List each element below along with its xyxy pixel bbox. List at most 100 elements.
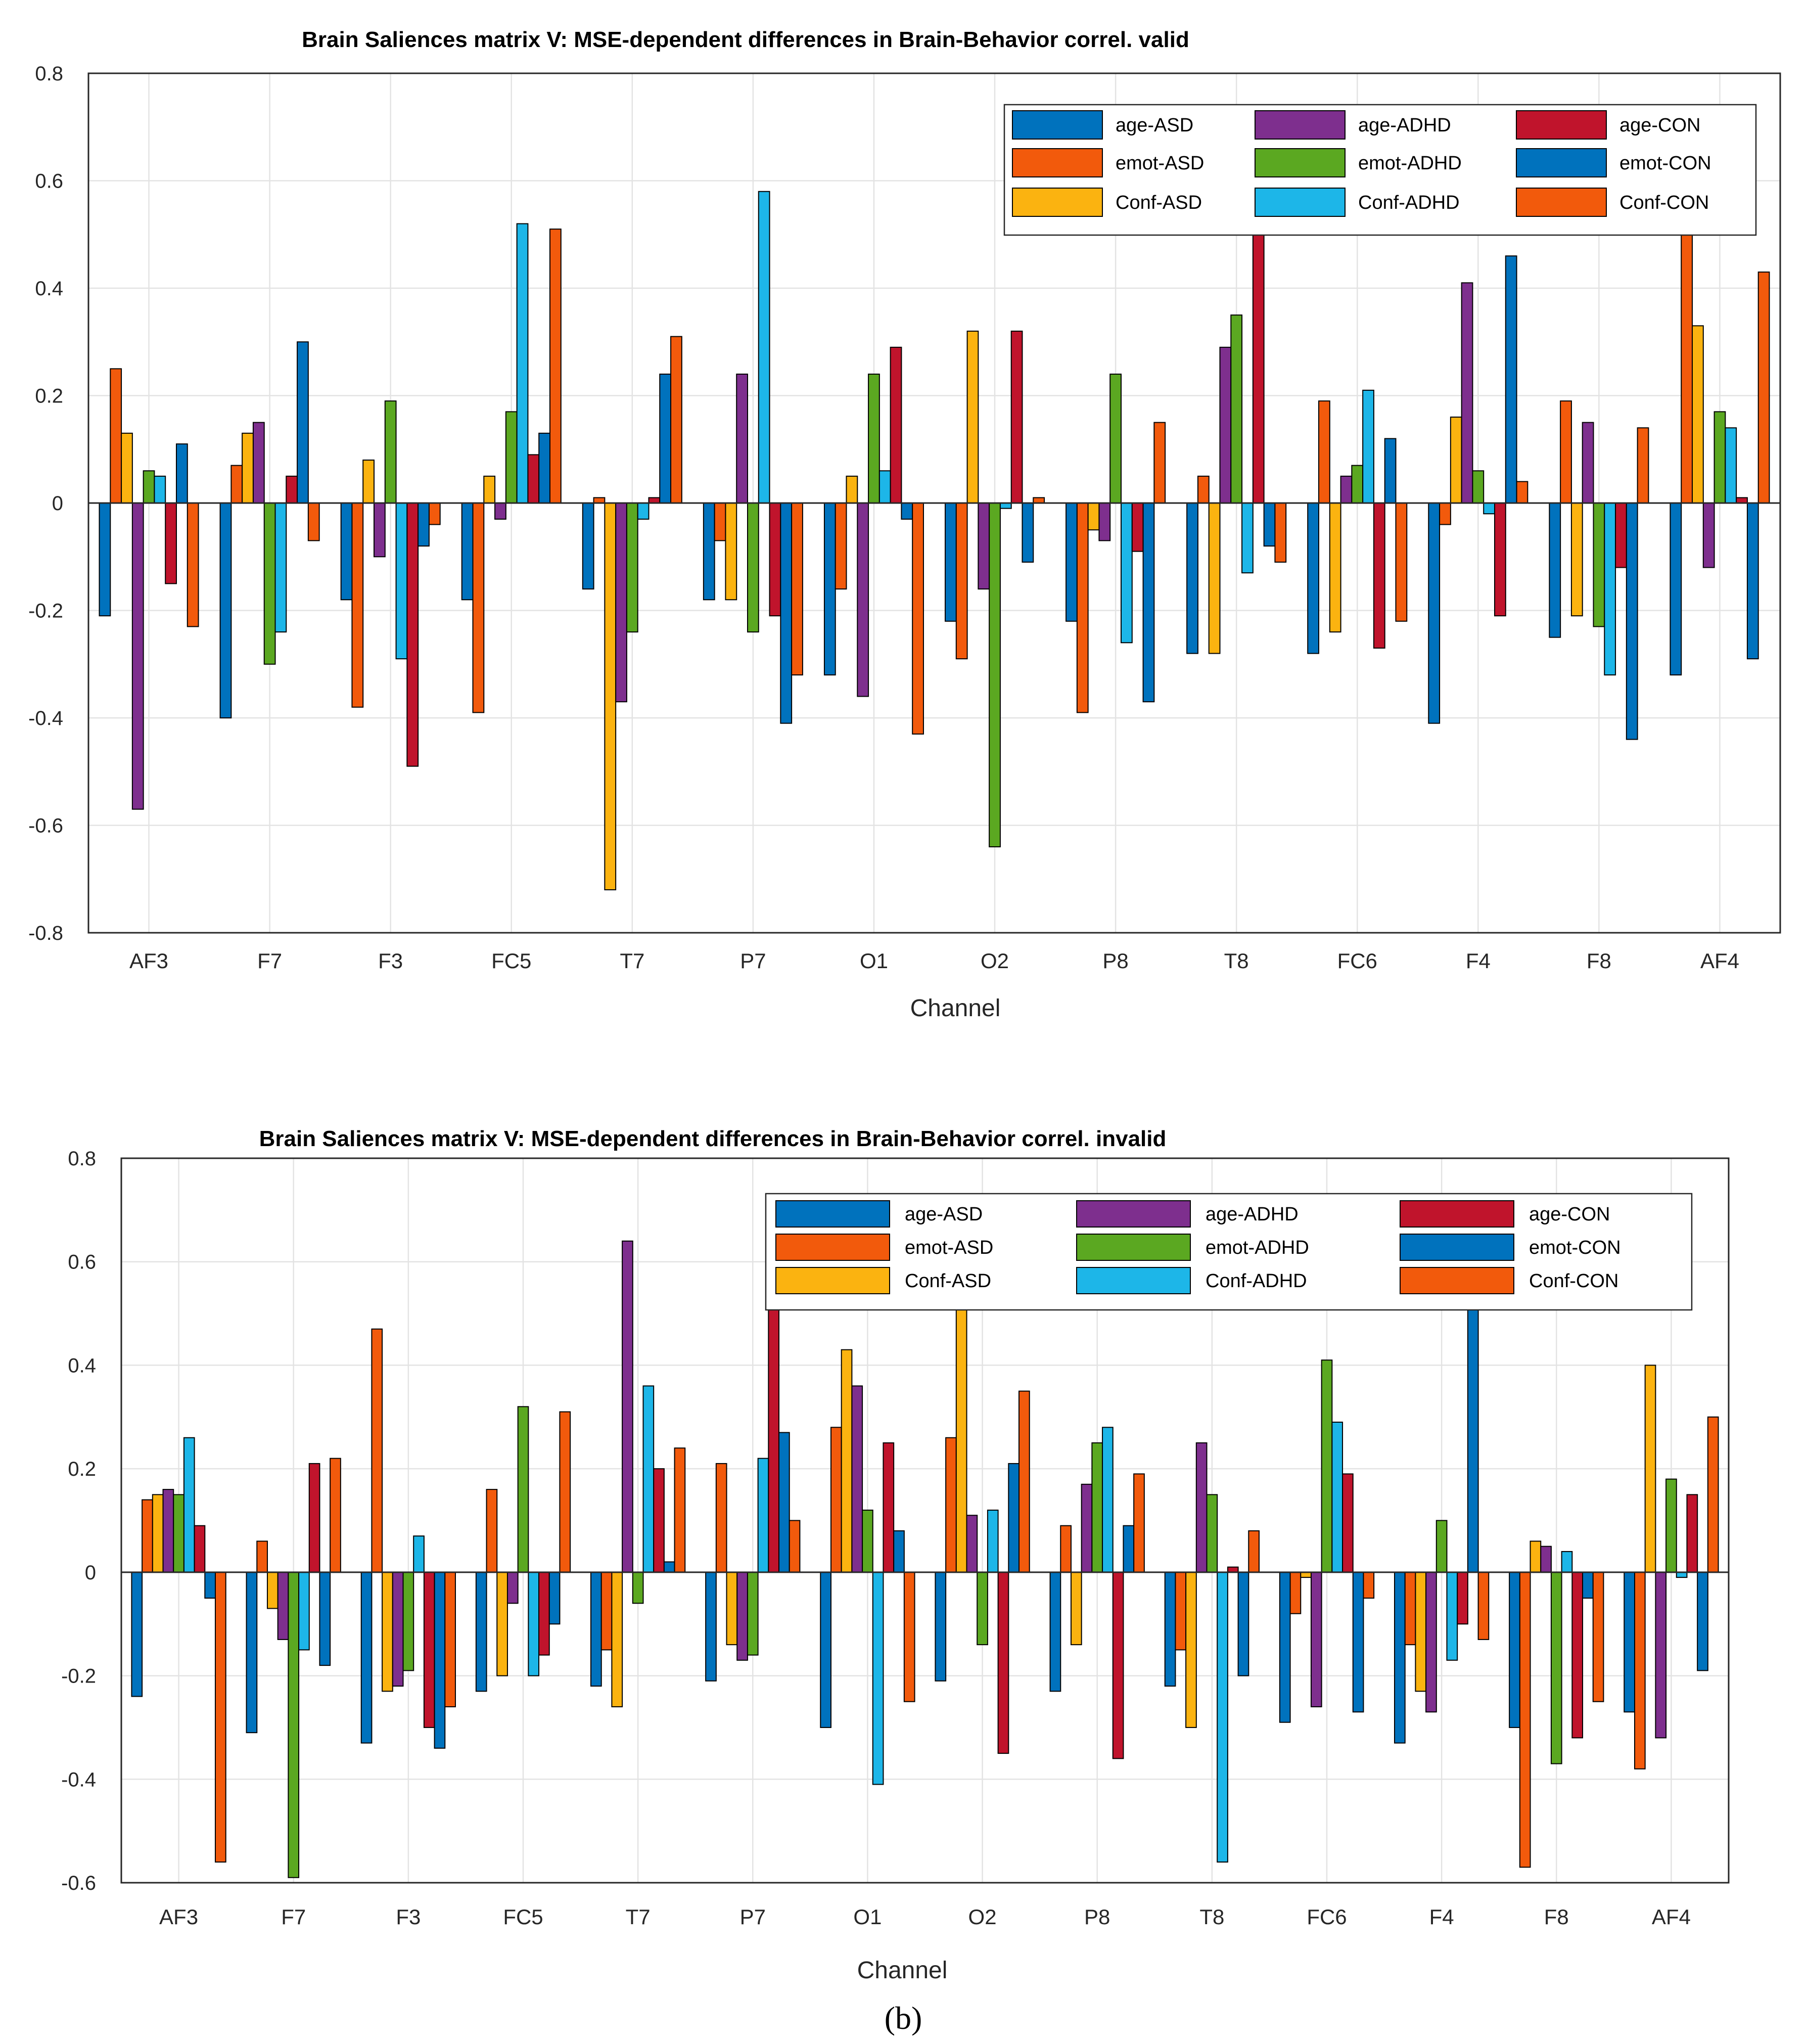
y-tick-label: 0 — [52, 492, 63, 515]
bar-Conf-ADHD-AF4 — [1676, 1571, 1688, 1578]
x-tick-label: F8 — [1544, 1905, 1569, 1929]
bar-Conf-ASD-P8 — [1070, 1571, 1082, 1646]
bar-age-ADHD-T7 — [615, 503, 627, 703]
bar-age-ASD-O1 — [820, 1571, 831, 1728]
bar-Conf-CON-O2 — [1033, 497, 1045, 504]
bar-age-CON-F3 — [406, 503, 419, 767]
bar-age-ADHD-P8 — [1081, 1483, 1093, 1573]
legend-label: Conf-ASD — [905, 1270, 991, 1292]
legend-label: emot-ADHD — [1206, 1237, 1309, 1258]
bar-Conf-ADHD-T8 — [1217, 1571, 1228, 1863]
legend-swatch — [1255, 110, 1346, 140]
bar-emot-ASD-T7 — [593, 497, 606, 504]
chart-title: Brain Saliences matrix V: MSE-dependent … — [302, 27, 1189, 52]
axes-box — [120, 1157, 1730, 1884]
bar-emot-CON-T8 — [1237, 1571, 1249, 1676]
chart-a: Brain Saliences matrix V: MSE-dependent … — [28, 27, 1781, 1022]
legend-swatch — [1516, 148, 1607, 177]
bar-age-ADHD-AF4 — [1702, 503, 1715, 568]
bar-Conf-ASD-FC5 — [483, 475, 496, 504]
bar-age-ASD-F4 — [1394, 1571, 1406, 1744]
bar-emot-ASD-T8 — [1197, 475, 1210, 504]
x-tick-label: F4 — [1466, 949, 1491, 973]
x-tick-label: T7 — [620, 949, 644, 973]
bar-Conf-ADHD-F8 — [1604, 503, 1616, 675]
bar-Conf-ADHD-F3 — [413, 1535, 425, 1573]
bar-Conf-CON-F8 — [1592, 1571, 1604, 1702]
legend-label: age-ASD — [905, 1204, 983, 1225]
bar-age-CON-F4 — [1457, 1571, 1468, 1625]
bar-emot-CON-P7 — [778, 1432, 790, 1573]
bar-Conf-ASD-F3 — [362, 460, 375, 504]
bar-age-ADHD-T8 — [1219, 346, 1232, 504]
bar-age-ADHD-AF3 — [162, 1489, 174, 1573]
legend-swatch — [1516, 110, 1607, 140]
bar-emot-CON-AF3 — [204, 1571, 216, 1599]
bar-Conf-CON-AF3 — [187, 503, 199, 627]
bar-emot-CON-AF4 — [1746, 503, 1759, 660]
x-tick-label: FC5 — [503, 1905, 543, 1929]
bar-Conf-CON-T8 — [1248, 1530, 1260, 1573]
bar-Conf-CON-F7 — [307, 503, 320, 541]
bar-age-CON-AF4 — [1736, 497, 1748, 504]
y-tick-label: -0.6 — [61, 1872, 96, 1894]
chart-title: Brain Saliences matrix V: MSE-dependent … — [259, 1126, 1167, 1151]
bar-age-ADHD-O2 — [978, 503, 990, 589]
bars — [131, 1240, 1719, 1878]
bar-age-CON-FC6 — [1373, 503, 1385, 649]
bar-emot-CON-T7 — [659, 374, 672, 504]
bar-Conf-ASD-T7 — [611, 1571, 623, 1707]
bar-Conf-ASD-O2 — [955, 1297, 967, 1573]
bar-age-ASD-P7 — [703, 503, 715, 601]
bar-Conf-ADHD-FC6 — [1362, 389, 1374, 504]
bar-emot-ASD-T7 — [600, 1571, 613, 1651]
bar-emot-CON-F8 — [1582, 1571, 1594, 1599]
x-tick-label: F7 — [281, 1905, 306, 1929]
bar-emot-ASD-O1 — [830, 1427, 842, 1573]
bar-emot-ASD-AF3 — [142, 1499, 153, 1573]
bar-emot-ADHD-F4 — [1435, 1520, 1448, 1573]
bar-Conf-ADHD-F8 — [1561, 1551, 1573, 1573]
bar-age-ASD-T7 — [582, 503, 594, 589]
bar-Conf-CON-F3 — [444, 1571, 456, 1707]
bar-Conf-CON-FC6 — [1363, 1571, 1375, 1599]
bar-Conf-ASD-FC5 — [496, 1571, 508, 1676]
bar-emot-ASD-FC5 — [472, 503, 485, 713]
bar-age-ADHD-AF3 — [131, 503, 144, 810]
bar-Conf-ADHD-P7 — [757, 1458, 769, 1573]
bar-emot-ASD-O1 — [835, 503, 847, 589]
bar-emot-ASD-F4 — [1439, 503, 1451, 525]
bar-Conf-CON-F3 — [428, 503, 441, 525]
legend-swatch — [1255, 188, 1346, 217]
bar-Conf-ADHD-AF4 — [1725, 427, 1737, 504]
bar-emot-CON-O2 — [1008, 1463, 1020, 1573]
bar-Conf-ASD-FC6 — [1329, 503, 1341, 632]
bar-age-ADHD-F4 — [1461, 282, 1473, 504]
bar-emot-ADHD-F7 — [263, 503, 276, 665]
bar-emot-ASD-P7 — [714, 503, 726, 541]
bar-emot-ASD-F4 — [1404, 1571, 1416, 1646]
legend-box — [765, 1193, 1693, 1311]
y-tick-label: 0.8 — [68, 1148, 96, 1170]
bar-emot-ASD-P7 — [715, 1463, 727, 1573]
legend-label: Conf-CON — [1619, 192, 1709, 213]
bar-emot-ASD-T8 — [1175, 1571, 1187, 1651]
y-tick-label: -0.6 — [28, 815, 63, 837]
bar-emot-CON-F8 — [1626, 503, 1638, 740]
bar-age-CON-T7 — [653, 1468, 665, 1573]
legend-swatch — [775, 1234, 890, 1261]
chart-b: Brain Saliences matrix V: MSE-dependent … — [61, 1126, 1730, 2036]
bar-age-CON-T8 — [1227, 1566, 1239, 1573]
bar-age-ADHD-F7 — [252, 422, 265, 504]
legend-swatch — [1012, 148, 1103, 177]
bar-emot-ADHD-F3 — [384, 400, 397, 504]
bar-age-CON-AF3 — [194, 1525, 206, 1573]
bar-emot-ASD-O2 — [955, 503, 968, 660]
bar-emot-ADHD-F3 — [402, 1571, 414, 1671]
bar-age-ASD-AF3 — [131, 1571, 143, 1697]
y-tick-label: 0.8 — [35, 63, 63, 85]
bar-emot-CON-AF3 — [175, 443, 188, 504]
bar-emot-ADHD-F8 — [1593, 503, 1605, 627]
bar-emot-ADHD-AF3 — [173, 1494, 184, 1573]
bar-age-CON-T8 — [1252, 223, 1265, 504]
